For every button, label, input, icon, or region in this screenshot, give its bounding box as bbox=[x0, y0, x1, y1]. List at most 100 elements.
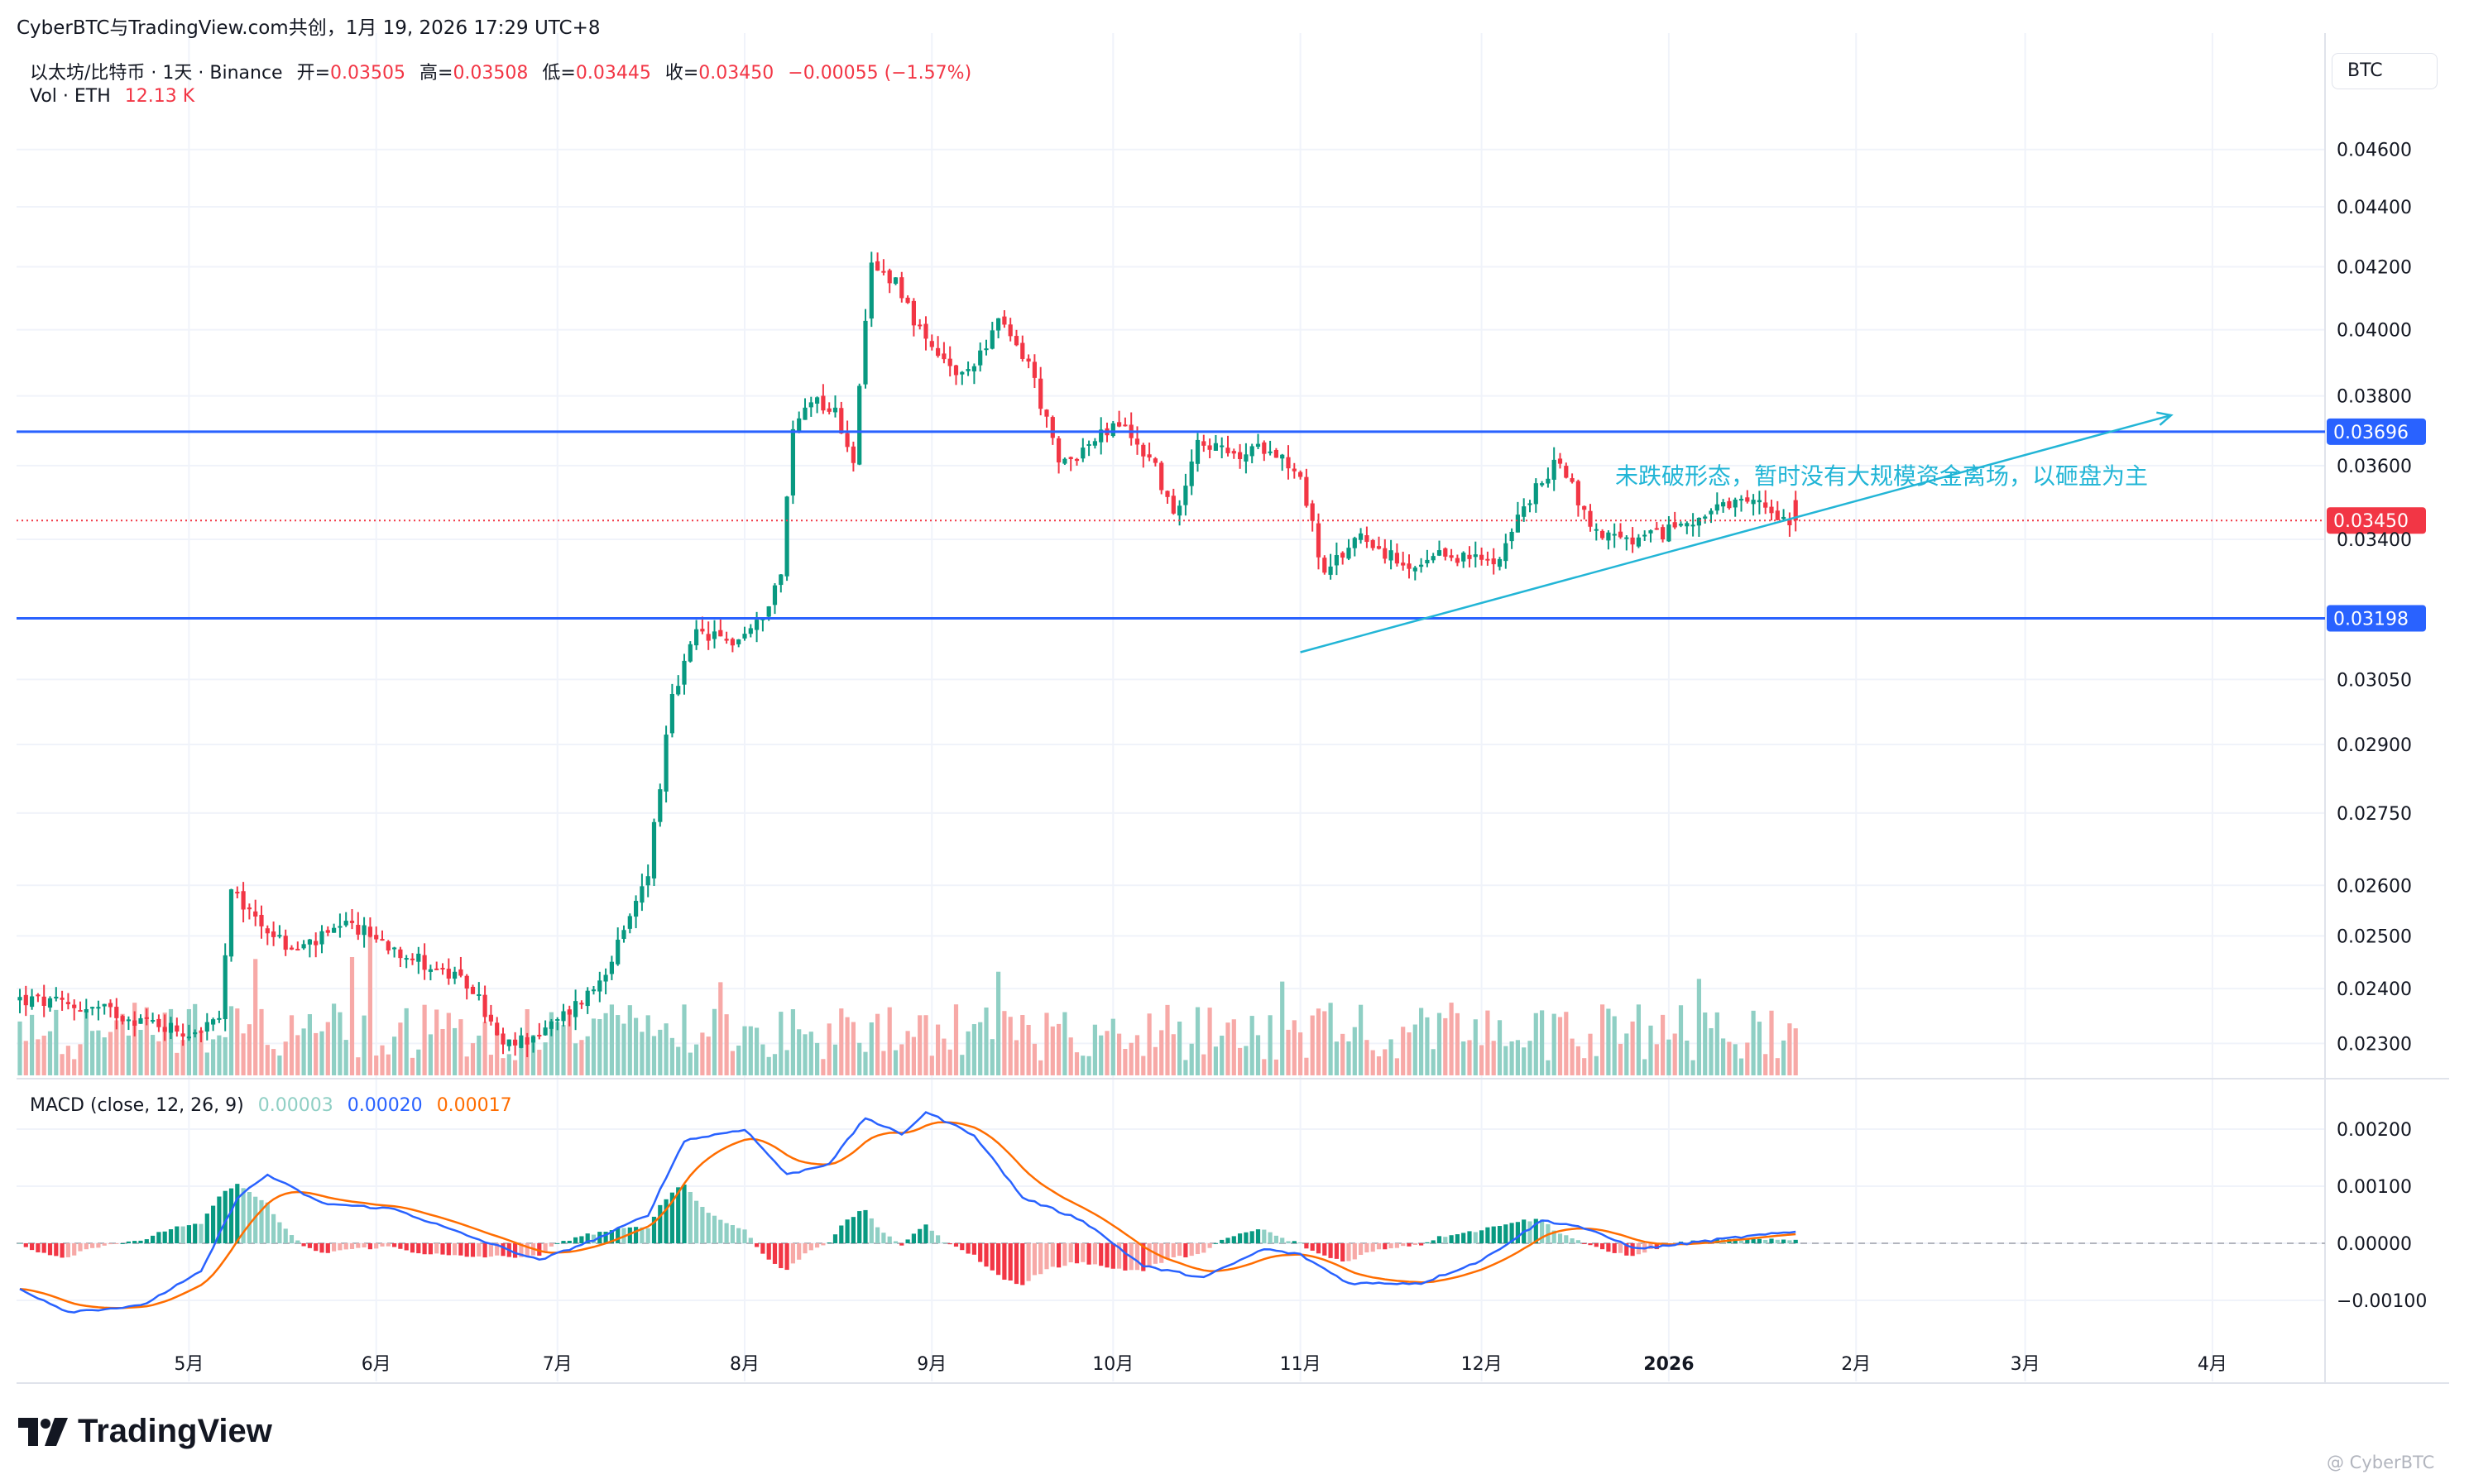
volume-bar bbox=[501, 1058, 506, 1075]
candle-body bbox=[193, 1032, 198, 1035]
volume-label[interactable]: Vol · ETH bbox=[30, 86, 111, 107]
candle-body bbox=[295, 949, 300, 951]
close-value: 收=0.03450 bbox=[664, 63, 774, 84]
macd-histogram-bar bbox=[1110, 1243, 1115, 1269]
macd-histogram-bar bbox=[259, 1199, 264, 1243]
currency-button[interactable]: BTC bbox=[2332, 53, 2438, 89]
macd-label[interactable]: MACD (close, 12, 26, 9) bbox=[30, 1095, 244, 1116]
volume-bar bbox=[1062, 1012, 1067, 1075]
macd-histogram-bar bbox=[1171, 1243, 1176, 1258]
drawing-lines[interactable] bbox=[17, 411, 2325, 653]
volume-bar bbox=[1721, 1038, 1726, 1075]
candle-body bbox=[1050, 417, 1055, 438]
candle-body bbox=[742, 634, 747, 639]
candle-body bbox=[1661, 527, 1666, 540]
macd-histogram-bar bbox=[1057, 1243, 1062, 1268]
volume-bar bbox=[664, 1023, 669, 1075]
volume-bar bbox=[1050, 1026, 1055, 1075]
level-price-tag bbox=[2327, 605, 2426, 632]
macd-histogram-bar bbox=[151, 1235, 156, 1243]
macd-histogram-bar bbox=[645, 1228, 650, 1243]
macd-histogram-bar bbox=[724, 1223, 729, 1243]
macd-histogram-bar bbox=[1165, 1243, 1170, 1259]
annotation-text[interactable]: 未跌破形态，暂时没有大规模资金离场，以砸盘为主 bbox=[1615, 462, 2149, 490]
volume-bar bbox=[1014, 1040, 1019, 1075]
volume-bar bbox=[1183, 1060, 1188, 1075]
volume-bar bbox=[808, 1032, 813, 1075]
candle-body bbox=[1249, 446, 1254, 457]
candle-body bbox=[1436, 550, 1442, 556]
volume-bar bbox=[585, 1036, 590, 1075]
tradingview-logo[interactable]: TradingView bbox=[18, 1413, 272, 1450]
volume-bar bbox=[1775, 1058, 1780, 1075]
candle-body bbox=[923, 323, 928, 339]
candle-body bbox=[253, 911, 258, 917]
volume-bar bbox=[1431, 1049, 1436, 1075]
volume-bar bbox=[990, 1039, 995, 1075]
macd-histogram-bar bbox=[349, 1243, 355, 1249]
candle-body bbox=[669, 693, 674, 734]
volume-bar bbox=[549, 1012, 554, 1075]
candle-body bbox=[1606, 532, 1611, 541]
macd-histogram-bar bbox=[549, 1243, 554, 1247]
macd-histogram-bar bbox=[519, 1243, 524, 1257]
volume-bar bbox=[1714, 1012, 1719, 1075]
volume-bar bbox=[543, 1042, 548, 1075]
volume-bar bbox=[966, 1031, 971, 1075]
candle-body bbox=[1244, 454, 1249, 462]
candle-body bbox=[283, 936, 288, 950]
candle-body bbox=[712, 631, 717, 639]
macd-histogram-bar bbox=[1781, 1239, 1786, 1243]
volume-bar bbox=[1630, 1021, 1635, 1075]
symbol-label[interactable]: 以太坊/比特币 · 1天 · Binance bbox=[30, 63, 283, 84]
volume-bar bbox=[1220, 1036, 1225, 1075]
macd-histogram-bar bbox=[1195, 1243, 1201, 1255]
candle-body bbox=[1207, 445, 1212, 450]
candle-body bbox=[1262, 442, 1267, 454]
volume-bar bbox=[1546, 1060, 1551, 1075]
volume-bar bbox=[332, 1003, 337, 1075]
candle-body bbox=[616, 940, 621, 965]
candle-body bbox=[356, 925, 361, 935]
macd-histogram-bar bbox=[1099, 1243, 1104, 1266]
time-tick-label: 10月 bbox=[1092, 1354, 1134, 1375]
candle-body bbox=[525, 1036, 530, 1045]
volume-bar bbox=[96, 1030, 101, 1075]
volume-bar bbox=[899, 1044, 904, 1075]
candle-body bbox=[1419, 564, 1424, 567]
volume-bar bbox=[223, 1036, 228, 1075]
chart-header: CyberBTC与TradingView.com共创，1月 19, 2026 1… bbox=[17, 17, 601, 39]
macd-histogram-bar bbox=[918, 1228, 923, 1243]
level-price-label: 0.03198 bbox=[2333, 609, 2409, 630]
candle-body bbox=[289, 947, 295, 950]
volume-bar bbox=[470, 1043, 476, 1075]
macd-histogram-bar bbox=[65, 1243, 70, 1257]
macd-histogram-bar bbox=[126, 1241, 131, 1243]
macd-histogram-bar bbox=[1032, 1243, 1037, 1276]
volume-bar bbox=[1334, 1041, 1339, 1075]
candle-body bbox=[404, 958, 409, 960]
volume-bar bbox=[482, 1022, 487, 1075]
volume-bar bbox=[1388, 1039, 1393, 1075]
volume-bar bbox=[199, 1030, 204, 1075]
volume-bar bbox=[1467, 1040, 1472, 1075]
macd-histogram-bar bbox=[30, 1243, 35, 1251]
time-tick-label: 4月 bbox=[2198, 1354, 2227, 1375]
candle-body bbox=[567, 1009, 572, 1015]
candle-body bbox=[1763, 502, 1768, 508]
macd-histogram-bar bbox=[1074, 1243, 1080, 1264]
macd-histogram-bar bbox=[603, 1232, 608, 1243]
macd-histogram-bar bbox=[676, 1187, 681, 1243]
candle-body bbox=[1781, 516, 1786, 519]
macd-histogram-bar bbox=[1340, 1243, 1345, 1261]
macd-histogram-bar bbox=[760, 1243, 765, 1254]
candle-body bbox=[1672, 522, 1677, 528]
price-tick-label: 0.03800 bbox=[2337, 387, 2412, 408]
candle-body bbox=[585, 990, 590, 1007]
volume-bar bbox=[1624, 1033, 1629, 1075]
candle-body bbox=[1775, 510, 1780, 520]
volume-bar bbox=[1612, 1016, 1617, 1075]
candle-body bbox=[1189, 461, 1194, 486]
macd-histogram-bar bbox=[265, 1202, 270, 1243]
